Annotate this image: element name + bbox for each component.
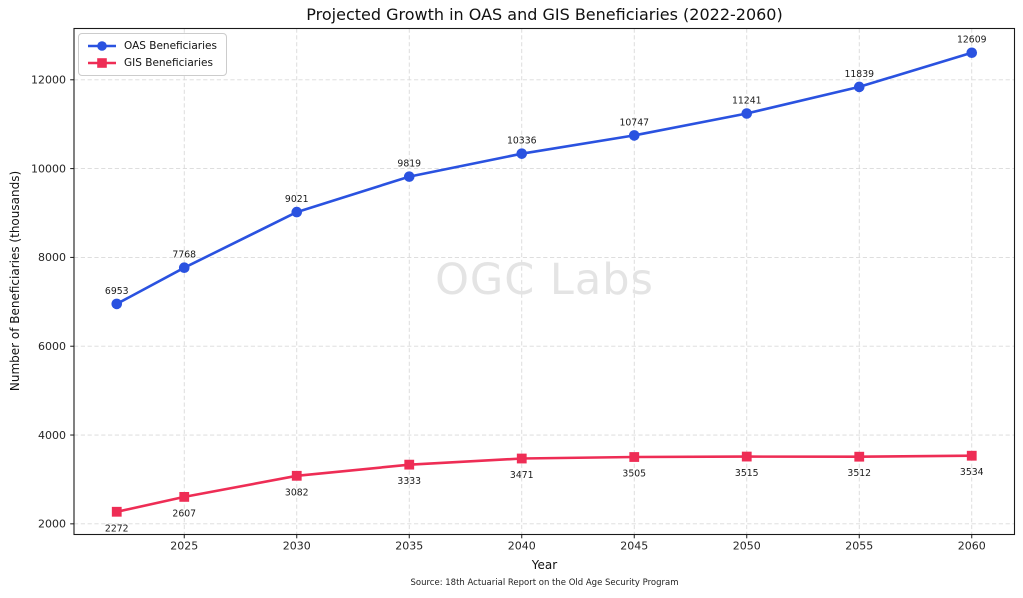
- data-point-marker: [966, 47, 978, 59]
- tick-label-x: 2030: [283, 540, 311, 553]
- source-note: Source: 18th Actuarial Report on the Old…: [410, 578, 679, 588]
- data-point-label: 3082: [285, 487, 309, 498]
- data-point-marker: [966, 450, 977, 461]
- data-point-label: 7768: [172, 250, 196, 261]
- data-point-marker: [516, 453, 527, 464]
- tick-label-y: 4000: [38, 429, 66, 442]
- data-point-marker: [404, 459, 415, 470]
- data-point-marker: [853, 81, 865, 93]
- data-point-label: 11241: [732, 95, 762, 106]
- data-point-marker: [629, 452, 640, 462]
- tick-label-x: 2035: [395, 540, 423, 553]
- watermark-text: OGC Labs: [435, 255, 654, 305]
- data-point-label: 10747: [619, 117, 649, 128]
- data-point-label: 3534: [960, 467, 984, 478]
- legend-marker-oas-icon: [88, 41, 116, 51]
- tick-label-y: 2000: [38, 518, 66, 531]
- tick-label-y: 6000: [38, 340, 66, 353]
- tick-label-x: 2050: [733, 540, 761, 553]
- tick-label-x: 2045: [620, 540, 648, 553]
- data-point-label: 3333: [397, 476, 421, 487]
- legend-item-oas: OAS Beneficiaries: [87, 39, 217, 53]
- data-point-marker: [628, 130, 640, 141]
- data-point-label: 3515: [735, 468, 759, 479]
- data-point-label: 10336: [507, 136, 537, 147]
- data-point-marker: [516, 148, 528, 159]
- plot-frame: [73, 27, 1016, 536]
- data-point-label: 9819: [397, 159, 421, 170]
- data-point-label: 2272: [105, 523, 129, 534]
- data-point-marker: [111, 298, 123, 310]
- data-point-marker: [291, 206, 303, 218]
- data-point-label: 3512: [847, 468, 871, 479]
- data-point-marker: [403, 171, 415, 182]
- tick-label-x: 2025: [170, 540, 198, 553]
- tick-label-x: 2060: [958, 540, 986, 553]
- legend-label-oas: OAS Beneficiaries: [124, 40, 217, 52]
- data-point-label: 9021: [285, 194, 309, 205]
- legend-marker-gis-icon: [88, 58, 116, 68]
- x-axis-label: Year: [531, 558, 558, 572]
- data-point-label: 2607: [172, 508, 196, 519]
- legend: OAS Beneficiaries GIS Beneficiaries: [78, 33, 227, 76]
- tick-label-x: 2040: [508, 540, 536, 553]
- data-point-label: 6953: [105, 286, 129, 297]
- data-point-marker: [741, 108, 753, 119]
- tick-label-y: 12000: [31, 74, 66, 87]
- data-point-marker: [111, 506, 122, 517]
- legend-item-gis: GIS Beneficiaries: [87, 56, 217, 70]
- data-point-marker: [741, 451, 752, 462]
- data-point-marker: [178, 262, 190, 274]
- legend-label-gis: GIS Beneficiaries: [124, 57, 213, 69]
- data-point-marker: [854, 451, 865, 462]
- y-axis-label: Number of Beneficiaries (thousands): [8, 170, 22, 392]
- data-point-marker: [291, 470, 302, 481]
- chart-title: Projected Growth in OAS and GIS Benefici…: [306, 5, 783, 24]
- tick-label-x: 2055: [845, 540, 873, 553]
- tick-label-y: 10000: [31, 162, 66, 175]
- data-point-label: 3505: [622, 469, 646, 480]
- tick-label-y: 8000: [38, 251, 66, 264]
- data-point-label: 11839: [844, 69, 874, 80]
- series-line: [115, 454, 973, 514]
- data-point-label: 3471: [510, 470, 534, 481]
- data-point-label: 12609: [957, 35, 987, 46]
- data-point-marker: [179, 491, 190, 502]
